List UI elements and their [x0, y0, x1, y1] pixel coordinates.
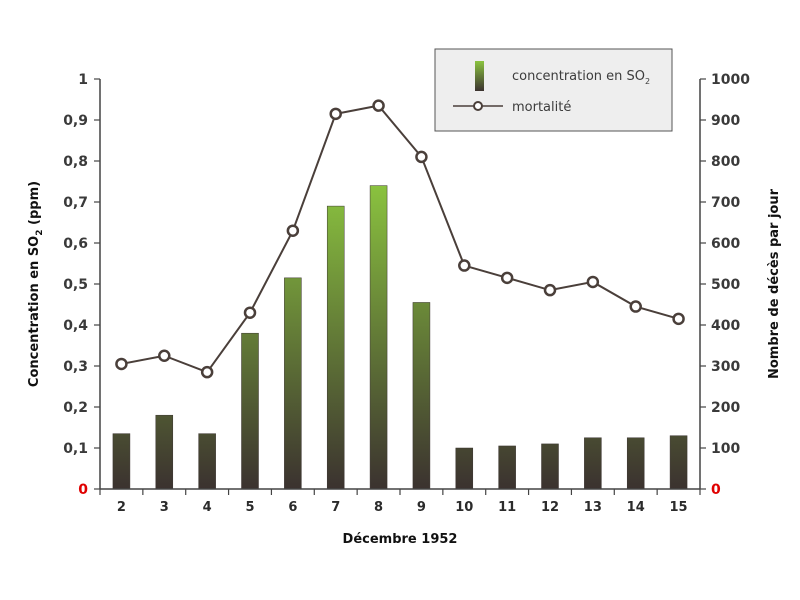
so2-bar — [112, 433, 131, 490]
x-tick-label: 10 — [455, 500, 473, 515]
x-tick-label: 4 — [203, 500, 212, 515]
so2-bar — [326, 205, 345, 490]
so2-bar — [626, 437, 645, 490]
x-tick-label: 15 — [670, 500, 688, 515]
left-tick-label: 0,8 — [63, 154, 88, 170]
legend-box — [434, 48, 673, 132]
mortality-point — [372, 99, 385, 112]
right-axis-ticks: 0 100 200 300 400 500 600 700 800 900 1000 — [700, 72, 750, 498]
so2-bar — [498, 445, 516, 490]
so2-bar — [455, 447, 474, 490]
right-tick-label: 400 — [711, 318, 740, 334]
x-tick-label: 2 — [117, 500, 126, 515]
x-tick-label: 14 — [627, 500, 645, 515]
mortality-line-group — [115, 99, 685, 379]
left-tick-label: 1 — [78, 72, 88, 88]
legend-line-label: mortalité — [512, 100, 571, 115]
mortality-point — [200, 365, 214, 379]
so2-bar — [669, 435, 688, 490]
legend-bar-label-main: concentration en SO — [512, 69, 645, 84]
left-tick-label: 0,5 — [63, 277, 88, 293]
x-tick-label: 12 — [541, 500, 559, 515]
so2-bar — [541, 443, 559, 490]
x-tick-label: 5 — [245, 500, 254, 515]
left-tick-label: 0,1 — [63, 441, 88, 457]
mortality-line — [121, 104, 679, 374]
left-tick-label: 0,3 — [63, 359, 88, 375]
legend: concentration en SO2 mortalité — [434, 48, 673, 132]
right-tick-label: 100 — [711, 441, 740, 457]
left-tick-label: 0,2 — [63, 400, 88, 416]
right-tick-label: 800 — [711, 154, 740, 170]
mortality-point — [458, 259, 471, 272]
x-tick-label: 3 — [160, 500, 169, 515]
right-tick-label: 600 — [711, 236, 740, 252]
x-axis-ticks: 2 3 4 5 6 7 8 9 10 11 12 13 14 15 — [99, 489, 701, 515]
mortality-point — [672, 312, 685, 326]
axes-group — [99, 79, 701, 490]
left-tick-label: 0,7 — [63, 195, 88, 211]
mortality-point — [415, 150, 428, 164]
left-tick-label: 0,6 — [63, 236, 88, 252]
right-tick-label: 500 — [711, 277, 740, 293]
legend-line-marker — [473, 101, 483, 111]
right-tick-label: 700 — [711, 195, 740, 211]
left-axis-ticks: 0 0,1 0,2 0,3 0,4 0,5 0,6 0,7 0,8 0,9 1 — [63, 72, 100, 498]
right-tick-label: 200 — [711, 400, 740, 416]
mortality-point — [243, 306, 257, 319]
legend-bar-label-subscript: 2 — [645, 77, 650, 86]
mortality-point — [158, 349, 171, 362]
right-tick-label: 900 — [711, 113, 740, 129]
right-tick-label: 0 — [711, 482, 721, 498]
x-axis-title: Décembre 1952 — [343, 532, 458, 547]
right-tick-label: 1000 — [711, 72, 750, 88]
legend-bar-label: concentration en SO2 — [512, 69, 650, 86]
left-tick-label: 0,4 — [63, 318, 88, 334]
mortality-point — [329, 107, 342, 121]
so2-bar — [155, 414, 174, 490]
so2-bar — [198, 433, 216, 490]
x-tick-label: 7 — [331, 500, 340, 515]
left-axis-title-subscript: 2 — [35, 230, 45, 236]
left-axis-title-unit: (ppm) — [27, 181, 42, 230]
so2-bar — [284, 277, 302, 490]
left-tick-label: 0 — [78, 482, 88, 498]
left-tick-label: 0,9 — [63, 113, 88, 129]
mortality-point — [586, 275, 600, 289]
mortality-point — [629, 300, 642, 313]
right-tick-label: 300 — [711, 359, 740, 375]
so2-bar — [412, 302, 431, 490]
x-tick-label: 13 — [584, 500, 602, 515]
right-axis-title: Nombre de décès par jour — [767, 188, 782, 379]
x-tick-label: 8 — [374, 500, 383, 515]
mortality-point — [500, 271, 514, 285]
mortality-point — [115, 357, 128, 371]
legend-bar-swatch — [475, 61, 484, 91]
left-axis-title-main: Concentration en SO — [27, 236, 42, 387]
so2-bar — [369, 185, 388, 490]
so2-bar — [584, 437, 602, 490]
mortality-point — [543, 283, 557, 297]
mortality-point — [286, 224, 300, 237]
bars-group — [112, 185, 688, 490]
x-tick-label: 6 — [288, 500, 297, 515]
left-axis-title: Concentration en SO2 (ppm) — [27, 181, 45, 387]
so2-bar — [241, 332, 259, 490]
x-tick-label: 11 — [498, 500, 516, 515]
x-tick-label: 9 — [417, 500, 426, 515]
